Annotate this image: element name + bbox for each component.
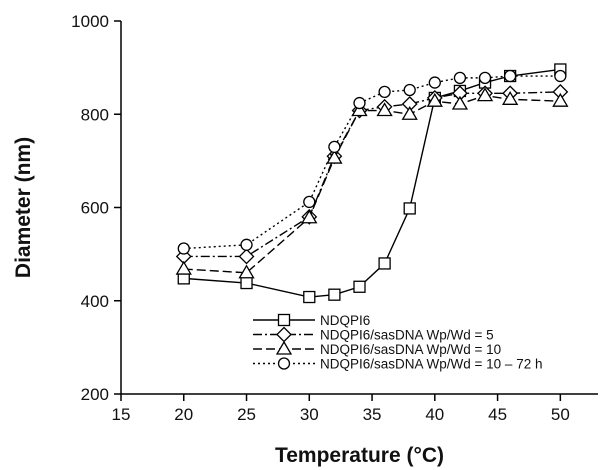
y-tick-label: 1000 [71,12,109,31]
data-point [478,71,492,85]
data-point [301,209,318,224]
x-tick-label: 20 [174,405,193,424]
data-point [351,102,368,117]
data-point [476,87,494,102]
legend-marker [275,340,293,355]
series-layer [175,63,569,304]
data-point [177,242,190,255]
legend-marker [276,326,292,343]
series-2 [175,83,569,265]
data-point [303,290,316,304]
series-4 [177,69,567,255]
legend-marker [277,357,291,370]
data-point [353,96,366,110]
legend-label: NDQPI6/sasDNA Wp/Wd = 10 [320,342,501,357]
y-tick-label: 200 [81,385,109,404]
data-point [403,202,416,215]
data-point [326,149,343,164]
y-axis-title: Diameter (nm) [12,137,35,278]
x-tick-label: 45 [488,405,507,424]
legend-label: NDQPI6 [320,313,370,328]
data-point [303,195,316,209]
series-line [183,91,561,258]
data-point [501,91,519,105]
data-point [503,69,517,83]
x-tick-label: 25 [237,405,256,424]
legend-label: NDQPI6/sasDNA Wp/Wd = 5 [320,328,494,343]
data-point [451,95,469,110]
data-point [378,257,391,270]
x-tick-label: 15 [112,405,131,424]
legend-label: NDQPI6/sasDNA Wp/Wd = 10 – 72 h [320,357,542,372]
series-line [183,75,561,250]
data-point [175,260,192,275]
data-point [378,85,391,99]
data-point [401,105,418,120]
ticks: 15 20 25 30 35 40 45 50 200 400 600 800 1000 [71,12,570,424]
series-3 [175,87,569,279]
data-point [238,248,255,265]
y-tick-label: 400 [81,292,109,311]
y-tick-label: 600 [81,199,109,218]
series-line [183,94,561,274]
data-point [403,83,416,97]
x-tick-label: 40 [425,405,444,424]
data-point [328,288,341,301]
data-point [238,264,255,279]
y-tick-label: 800 [81,105,109,124]
x-tick-label: 30 [300,405,319,424]
data-point [453,71,467,85]
data-point [376,102,393,117]
x-tick-label: 35 [363,405,382,424]
x-tick-label: 50 [551,405,570,424]
data-point [240,238,253,251]
x-axis-title: Temperature (°C) [275,444,444,467]
data-point [428,76,441,89]
data-point [554,69,567,83]
data-point [552,92,569,107]
data-point [426,92,443,107]
data-point [353,280,366,293]
data-point [240,276,253,290]
data-point [328,140,341,154]
legend-marker [277,313,291,327]
